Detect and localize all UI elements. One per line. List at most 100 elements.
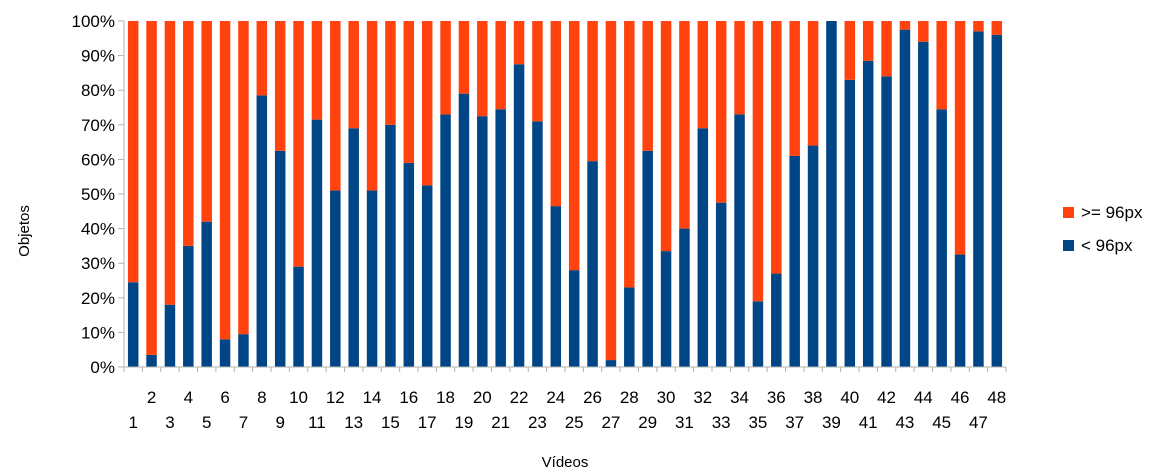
x-tick-label: 3: [165, 413, 174, 432]
bar-segment-large-27: [605, 21, 617, 361]
x-tick-label: 39: [822, 413, 841, 432]
x-tick-label: 48: [987, 388, 1006, 407]
x-tick-label: 33: [712, 413, 731, 432]
y-tick-label: 60%: [81, 150, 115, 169]
bar-segment-large-34: [734, 21, 745, 115]
legend-swatch-small: [1063, 240, 1074, 251]
bar-segment-large-17: [421, 21, 433, 186]
bar-segment-large-11: [311, 21, 323, 120]
x-tick-label: 32: [693, 388, 712, 407]
bar-segment-small-16: [403, 162, 415, 367]
x-tick-label: 23: [528, 413, 547, 432]
x-tick-label: 1: [128, 413, 137, 432]
y-tick-label: 20%: [81, 289, 115, 308]
x-tick-label: 8: [257, 388, 266, 407]
legend-label-large: >= 96px: [1081, 203, 1143, 222]
bar-segment-large-7: [238, 21, 249, 335]
x-tick-label: 43: [895, 413, 914, 432]
bar-segment-small-34: [734, 114, 745, 367]
x-tick-label: 14: [363, 388, 382, 407]
bar-segment-small-15: [385, 124, 396, 367]
y-tick-labels: 0% 10% 20% 30% 40% 50% 60% 70% 80% 90% 100%: [72, 12, 115, 377]
bar-segment-small-41: [862, 60, 874, 367]
bar-segment-large-8: [256, 21, 268, 96]
bar-segment-large-10: [293, 21, 304, 267]
x-tick-label: 30: [657, 388, 676, 407]
bar-segment-small-22: [513, 64, 525, 367]
bar-segment-small-43: [899, 29, 911, 368]
bar-segment-large-1: [127, 21, 139, 283]
y-tick-label: 100%: [72, 12, 115, 31]
y-tick-label: 10%: [81, 323, 115, 342]
bar-segment-large-16: [403, 21, 415, 163]
x-tick-label: 4: [184, 388, 193, 407]
bar-segment-small-12: [330, 190, 341, 367]
bar-segment-small-9: [274, 150, 286, 367]
bar-segment-large-36: [771, 21, 782, 274]
bar-segment-large-41: [862, 21, 874, 61]
bar-segment-small-44: [918, 41, 929, 367]
bar-segment-large-37: [789, 21, 800, 156]
bars-layer: [127, 21, 1003, 368]
x-tick-label: 44: [914, 388, 933, 407]
bar-segment-small-11: [311, 119, 323, 367]
bar-segment-large-18: [440, 21, 451, 115]
bar-segment-large-28: [624, 21, 635, 288]
bar-segment-large-20: [477, 21, 488, 117]
bar-segment-small-8: [256, 95, 268, 367]
bar-segment-small-3: [164, 304, 176, 367]
bar-segment-small-23: [532, 121, 543, 367]
bar-segment-small-18: [440, 114, 451, 367]
bar-segment-small-29: [642, 150, 653, 367]
x-tick-label: 36: [767, 388, 786, 407]
bar-segment-large-31: [679, 21, 690, 229]
x-tick-label: 22: [510, 388, 529, 407]
bar-segment-small-47: [973, 31, 984, 367]
bar-segment-small-30: [660, 251, 672, 367]
bar-segment-large-45: [936, 21, 947, 110]
bar-segment-small-48: [991, 34, 1003, 368]
x-tick-label: 5: [202, 413, 211, 432]
bar-segment-small-17: [421, 185, 433, 367]
bar-segment-large-47: [973, 21, 984, 32]
y-axis-title: Objetos: [16, 205, 33, 257]
bar-segment-small-31: [679, 228, 690, 367]
bar-segment-small-4: [183, 245, 194, 367]
y-tick-label: 0%: [90, 358, 115, 377]
bar-segment-large-21: [495, 21, 506, 110]
bar-segment-small-35: [752, 301, 764, 367]
bar-segment-small-28: [624, 287, 635, 367]
x-tick-label: 17: [418, 413, 437, 432]
bar-segment-large-14: [366, 21, 378, 191]
bar-segment-small-42: [881, 76, 892, 368]
bar-segment-small-25: [568, 270, 580, 367]
bar-segment-small-14: [366, 190, 378, 367]
bar-segment-small-26: [587, 161, 598, 367]
bar-segment-small-38: [807, 145, 819, 367]
bar-segment-large-15: [385, 21, 396, 125]
bar-segment-large-33: [715, 21, 727, 203]
bar-segment-large-32: [697, 21, 709, 129]
bar-segment-small-40: [844, 79, 856, 367]
y-tick-label: 50%: [81, 185, 115, 204]
bar-segment-large-26: [587, 21, 598, 162]
bar-segment-large-44: [918, 21, 929, 42]
x-tick-label: 40: [840, 388, 859, 407]
x-tick-label: 38: [804, 388, 823, 407]
x-tick-label: 46: [951, 388, 970, 407]
x-tick-label: 19: [454, 413, 473, 432]
x-tick-label: 35: [748, 413, 767, 432]
bar-segment-large-19: [458, 21, 470, 94]
x-tick-label: 16: [399, 388, 418, 407]
bar-segment-large-48: [991, 21, 1003, 35]
bar-segment-small-19: [458, 93, 470, 367]
bar-segment-large-29: [642, 21, 653, 151]
bar-segment-large-40: [844, 21, 856, 80]
y-tick-label: 40%: [81, 220, 115, 239]
legend: >= 96px < 96px: [1063, 203, 1143, 255]
bar-segment-small-7: [238, 334, 249, 367]
bar-segment-large-42: [881, 21, 892, 77]
bar-segment-small-46: [954, 254, 966, 367]
bar-segment-small-10: [293, 266, 304, 367]
